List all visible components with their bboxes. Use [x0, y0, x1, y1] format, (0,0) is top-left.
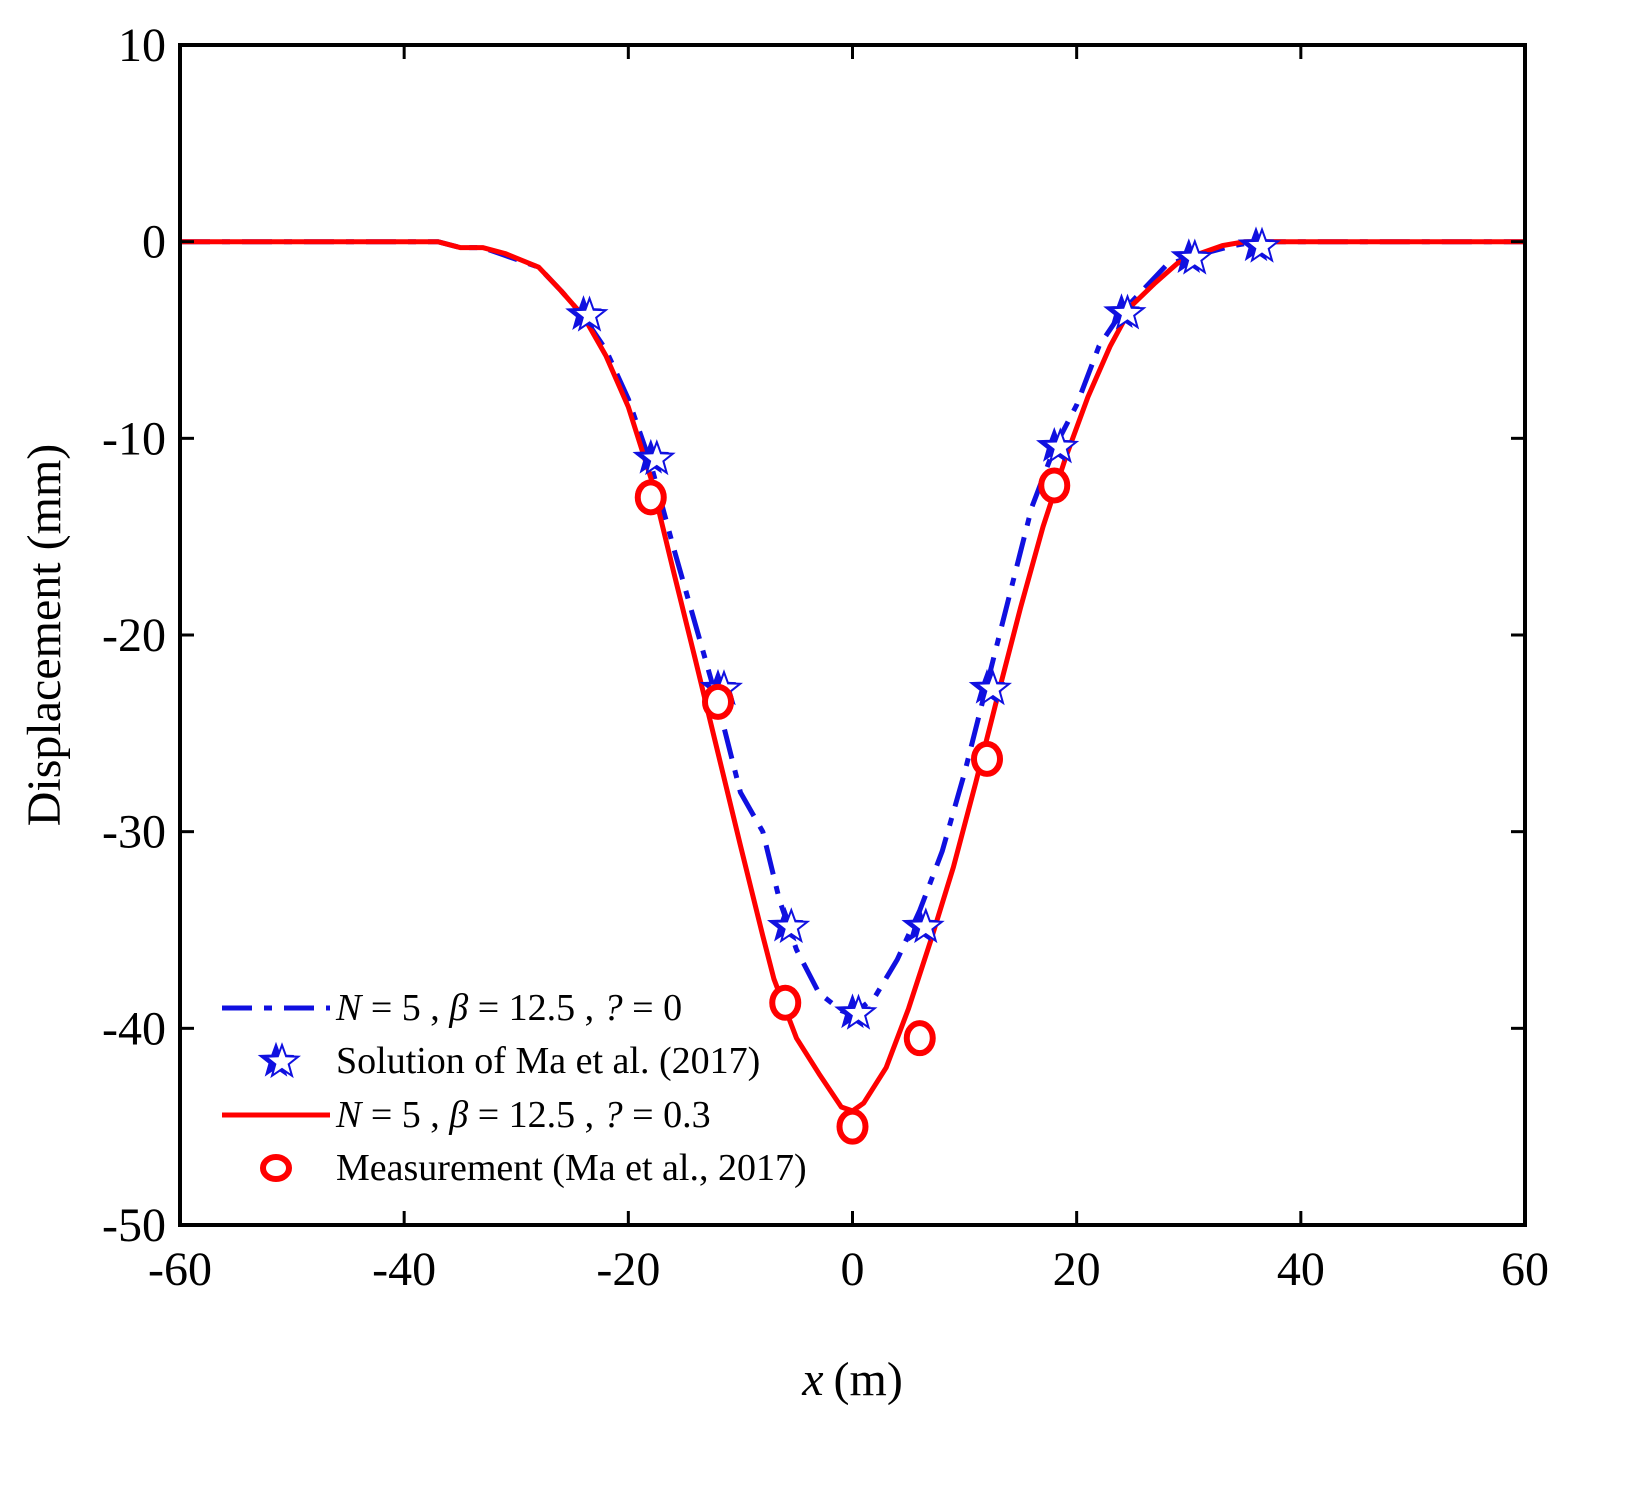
x-tick-label: 60 [1501, 1243, 1549, 1296]
y-axis-title: Displacement (mm) [18, 444, 71, 827]
x-tick-label: 0 [841, 1243, 865, 1296]
y-tick-label: -30 [102, 806, 166, 859]
legend-text-part: = 0.3 [623, 1094, 711, 1136]
y-tick-label: 10 [118, 19, 166, 72]
circle-marker [769, 984, 802, 1021]
legend-var-beta: β [448, 1094, 468, 1136]
circle-marker [1038, 467, 1071, 504]
legend-var-beta: β [448, 987, 468, 1029]
y-tick-label: 0 [142, 216, 166, 269]
legend-label-series-1: N = 5 , β = 12.5 , ? = 0 [335, 987, 682, 1029]
x-tick-label: -20 [596, 1243, 660, 1296]
y-tick-label: -10 [102, 412, 166, 465]
legend-var-unknown: ? [604, 1094, 623, 1136]
x-axis-var: x [801, 1353, 823, 1406]
star-marker-outline [1243, 226, 1281, 263]
legend-var-n: N [335, 987, 364, 1029]
legend-text-part: = 12.5 , [468, 1094, 603, 1136]
y-tick-label: -50 [102, 1199, 166, 1252]
x-tick-label: 20 [1053, 1243, 1101, 1296]
circle-marker [702, 683, 734, 720]
star-marker-outline [570, 295, 609, 332]
legend-text-part: = 5 , [361, 1094, 449, 1136]
circle-marker [260, 1154, 292, 1182]
circle-marker [903, 1020, 936, 1057]
series-line-dashdot [180, 239, 1525, 1018]
star-marker-outline [1175, 238, 1214, 275]
legend-label-series-2: Solution of Ma et al. (2017) [336, 1040, 760, 1082]
legend-label-series-3: N = 5 , β = 12.5 , ? = 0.3 [335, 1094, 711, 1136]
star-marker-outline [263, 1042, 301, 1079]
x-tick-label: -40 [372, 1243, 436, 1296]
legend-text-part: = 12.5 , [468, 987, 603, 1029]
axes: -60 -40 -20 0 20 40 60 -50 -40 -30 -20 -10 0 10 [102, 19, 1549, 1296]
star-marker-outline [1108, 293, 1147, 330]
y-tick-label: -20 [102, 609, 166, 662]
x-axis-title: x (m) [801, 1353, 903, 1406]
circle-marker [971, 740, 1003, 777]
legend-label-series-4: Measurement (Ma et al., 2017) [336, 1147, 807, 1189]
star-marker-outline [1041, 427, 1080, 464]
legend-text-part: = 0 [623, 987, 682, 1029]
x-axis-unit: (m) [834, 1353, 903, 1406]
series-line-solid [180, 239, 1525, 1114]
star-marker-outline [772, 907, 811, 944]
legend-star-marker [257, 1041, 301, 1079]
star-marker-outline [906, 907, 945, 944]
x-tick-label: 40 [1277, 1243, 1325, 1296]
star-marker-outline [839, 993, 878, 1030]
legend-circle-marker [260, 1154, 292, 1182]
star-marker-outline [974, 669, 1012, 706]
plot-area [180, 226, 1525, 1145]
star-marker-outline [637, 439, 676, 476]
legend: N = 5 , β = 12.5 , ? = 0 Solution of Ma … [222, 987, 807, 1189]
circle-marker [634, 479, 667, 516]
legend-var-unknown: ? [604, 987, 623, 1029]
y-tick-label: -40 [102, 1002, 166, 1055]
circle-marker [836, 1108, 869, 1145]
legend-var-n: N [335, 1094, 364, 1136]
legend-text-part: = 5 , [361, 987, 449, 1029]
x-tick-label: -60 [148, 1243, 212, 1296]
